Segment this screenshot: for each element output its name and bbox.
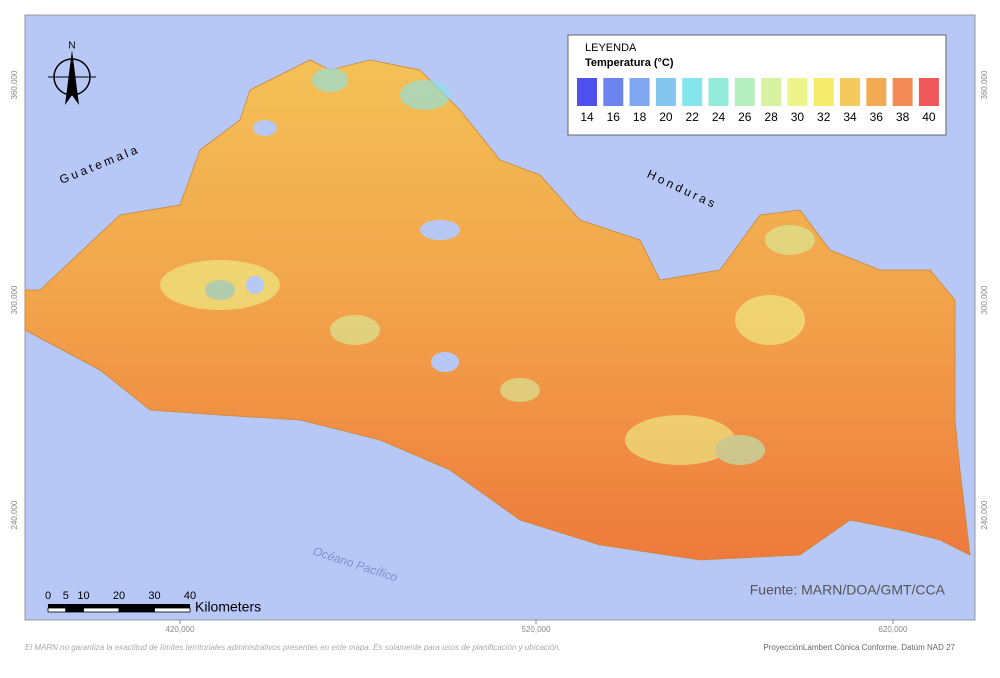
- legend-label: 18: [633, 110, 647, 124]
- legend-subtitle: Temperatura (°C): [585, 57, 674, 69]
- y-coordinate: 300,000: [10, 285, 19, 314]
- source: Fuente: MARN/DOA/GMT/CCA: [750, 582, 946, 598]
- legend-label: 38: [896, 110, 910, 124]
- legend-swatch: [918, 78, 939, 106]
- scale-segment: [65, 607, 84, 613]
- legend-label: 40: [922, 110, 936, 124]
- y-coordinate: 300,000: [980, 285, 989, 314]
- north-label: N: [68, 41, 75, 52]
- scale-segment: [48, 604, 66, 608]
- scale-label: 0: [45, 590, 51, 602]
- legend-swatch: [708, 78, 729, 106]
- legend-label: 36: [870, 110, 884, 124]
- legend-swatch: [682, 78, 703, 106]
- scale-label: 30: [148, 590, 160, 602]
- scale-segment: [83, 604, 119, 608]
- projection: ProyecciónLambert Cónica Conforme. Datúm…: [763, 643, 955, 652]
- y-coordinate: 360,000: [10, 70, 19, 99]
- legend-swatch: [577, 78, 597, 106]
- scale-segment: [119, 604, 155, 608]
- terrain: [160, 68, 815, 465]
- scale-segment: [154, 607, 191, 613]
- legend-swatch: [761, 78, 782, 106]
- legend-label: 14: [580, 110, 594, 124]
- scale-label: 5: [63, 590, 69, 602]
- disclaimer: El MARN no garantiza la exactitud de lím…: [25, 643, 561, 652]
- legend-label: 22: [686, 110, 700, 124]
- y-coordinate: 360,000: [980, 70, 989, 99]
- legend-label: 32: [817, 110, 831, 124]
- legend-swatch: [787, 78, 808, 106]
- y-coordinate: 240,000: [10, 500, 19, 529]
- north-arrow: N: [48, 41, 96, 105]
- legend-label: 20: [659, 110, 673, 124]
- scale-segment: [83, 607, 120, 613]
- legend-swatch: [734, 78, 755, 106]
- legend-label: 26: [738, 110, 752, 124]
- x-coordinate: 520,000: [522, 625, 551, 634]
- legend: LEYENDA Temperatura (°C) 14 16 18 20 22 24 26 2…: [567, 34, 947, 136]
- scale-unit: Kilometers: [195, 599, 261, 615]
- legend-title: LEYENDA: [585, 42, 637, 54]
- legend-label: 16: [607, 110, 621, 124]
- scale-segment: [118, 607, 155, 613]
- legend-swatch: [892, 78, 913, 106]
- legend-swatch: [629, 78, 650, 106]
- legend-label: 30: [791, 110, 805, 124]
- legend-label: 28: [764, 110, 778, 124]
- legend-swatch: [603, 78, 624, 106]
- x-coordinate: 420,000: [166, 625, 195, 634]
- x-coordinate: 620,000: [879, 625, 908, 634]
- scale-label: 20: [113, 590, 125, 602]
- scale-segment: [65, 604, 84, 608]
- legend-swatch: [866, 78, 887, 106]
- scale-label: 40: [184, 590, 196, 602]
- legend-label: 24: [712, 110, 726, 124]
- legend-label: 34: [843, 110, 857, 124]
- scale-label: 10: [77, 590, 89, 602]
- lakes: [246, 120, 460, 372]
- legend-swatch: [840, 78, 860, 106]
- scale-segment: [154, 604, 190, 608]
- legend-swatch: [655, 78, 676, 106]
- scale-segment: [47, 607, 67, 613]
- coordinates: 420,000 520,000 620,000 360,000 360,000 300,0…: [10, 70, 989, 634]
- y-coordinate: 240,000: [980, 500, 989, 529]
- legend-swatch: [813, 78, 834, 106]
